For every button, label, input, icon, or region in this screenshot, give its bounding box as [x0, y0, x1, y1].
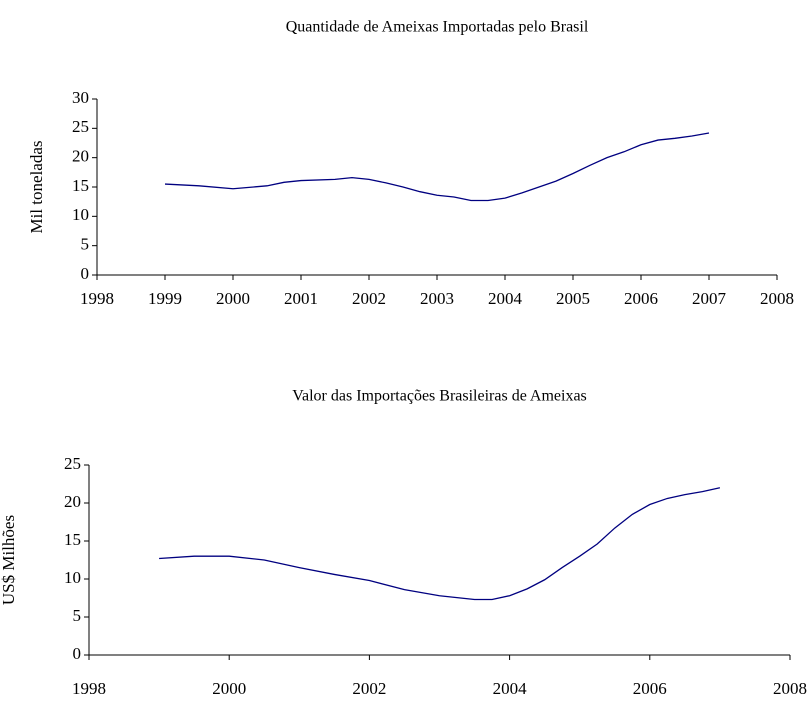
x-tick-label: 1999: [148, 289, 182, 308]
y-tick-label: 30: [72, 88, 89, 107]
x-tick-label: 2002: [352, 289, 386, 308]
y-tick-label: 10: [64, 568, 81, 587]
y-tick-label: 0: [81, 264, 90, 283]
y-tick-label: 5: [81, 235, 90, 254]
data-line: [164, 132, 710, 202]
x-tick-label: 2000: [216, 289, 250, 308]
y-tick-label: 25: [64, 454, 81, 473]
y-tick-label: 20: [64, 492, 81, 511]
y-axis-label: US$ Milhões: [0, 515, 18, 605]
x-tick-label: 2004: [488, 289, 523, 308]
x-tick-label: 2004: [493, 679, 528, 698]
y-tick-label: 0: [73, 644, 82, 663]
x-tick-label: 2005: [556, 289, 590, 308]
x-tick-label: 1998: [80, 289, 114, 308]
x-tick-label: 1998: [72, 679, 106, 698]
chart-title: Valor das Importações Brasileiras de Ame…: [292, 388, 587, 405]
x-tick-label: 2002: [352, 679, 386, 698]
chart-title: Quantidade de Ameixas Importadas pelo Br…: [286, 19, 589, 36]
y-tick-label: 10: [72, 205, 89, 224]
x-tick-label: 2000: [212, 679, 246, 698]
x-tick-label: 2003: [420, 289, 454, 308]
y-tick-label: 15: [72, 176, 89, 195]
x-tick-label: 2007: [692, 289, 727, 308]
y-tick-label: 20: [72, 147, 89, 166]
x-tick-label: 2008: [760, 289, 794, 308]
data-line: [159, 487, 721, 601]
y-tick-label: 25: [72, 117, 89, 136]
y-axis-label: Mil toneladas: [27, 140, 46, 233]
x-tick-label: 2001: [284, 289, 318, 308]
x-tick-label: 2008: [773, 679, 807, 698]
y-tick-label: 5: [73, 606, 82, 625]
x-tick-label: 2006: [624, 289, 658, 308]
y-tick-label: 15: [64, 530, 81, 549]
x-tick-label: 2006: [633, 679, 667, 698]
